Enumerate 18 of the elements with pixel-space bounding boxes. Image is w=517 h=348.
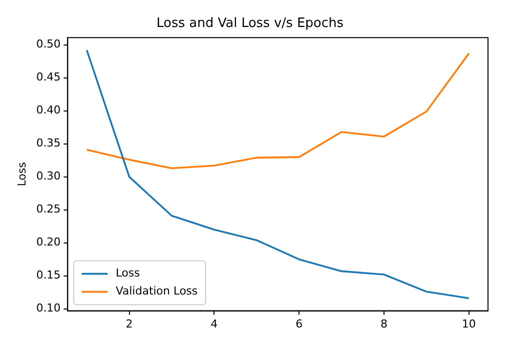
y-tick-label: 0.50 (36, 38, 61, 51)
y-tick-label: 0.20 (36, 236, 61, 249)
legend-label: Validation Loss (116, 284, 198, 298)
x-tick-label: 4 (210, 317, 218, 330)
x-tick-label: 2 (126, 317, 133, 330)
y-tick-label: 0.15 (36, 268, 61, 282)
y-tick-label: 0.10 (36, 302, 61, 315)
chart-title: Loss and Val Loss v/s Epochs (156, 16, 344, 32)
y-tick-label: 0.40 (36, 104, 61, 117)
legend-label: Loss (116, 266, 140, 280)
x-tick-label: 6 (296, 317, 303, 330)
y-tick-label: 0.45 (36, 70, 61, 84)
y-tick-label: 0.30 (36, 170, 61, 183)
y-axis-title: Loss (15, 162, 28, 186)
y-tick-label: 0.35 (36, 136, 61, 150)
x-tick-label: 10 (462, 317, 476, 330)
y-tick-label: 0.25 (36, 202, 61, 216)
x-tick-label: 8 (380, 317, 388, 330)
